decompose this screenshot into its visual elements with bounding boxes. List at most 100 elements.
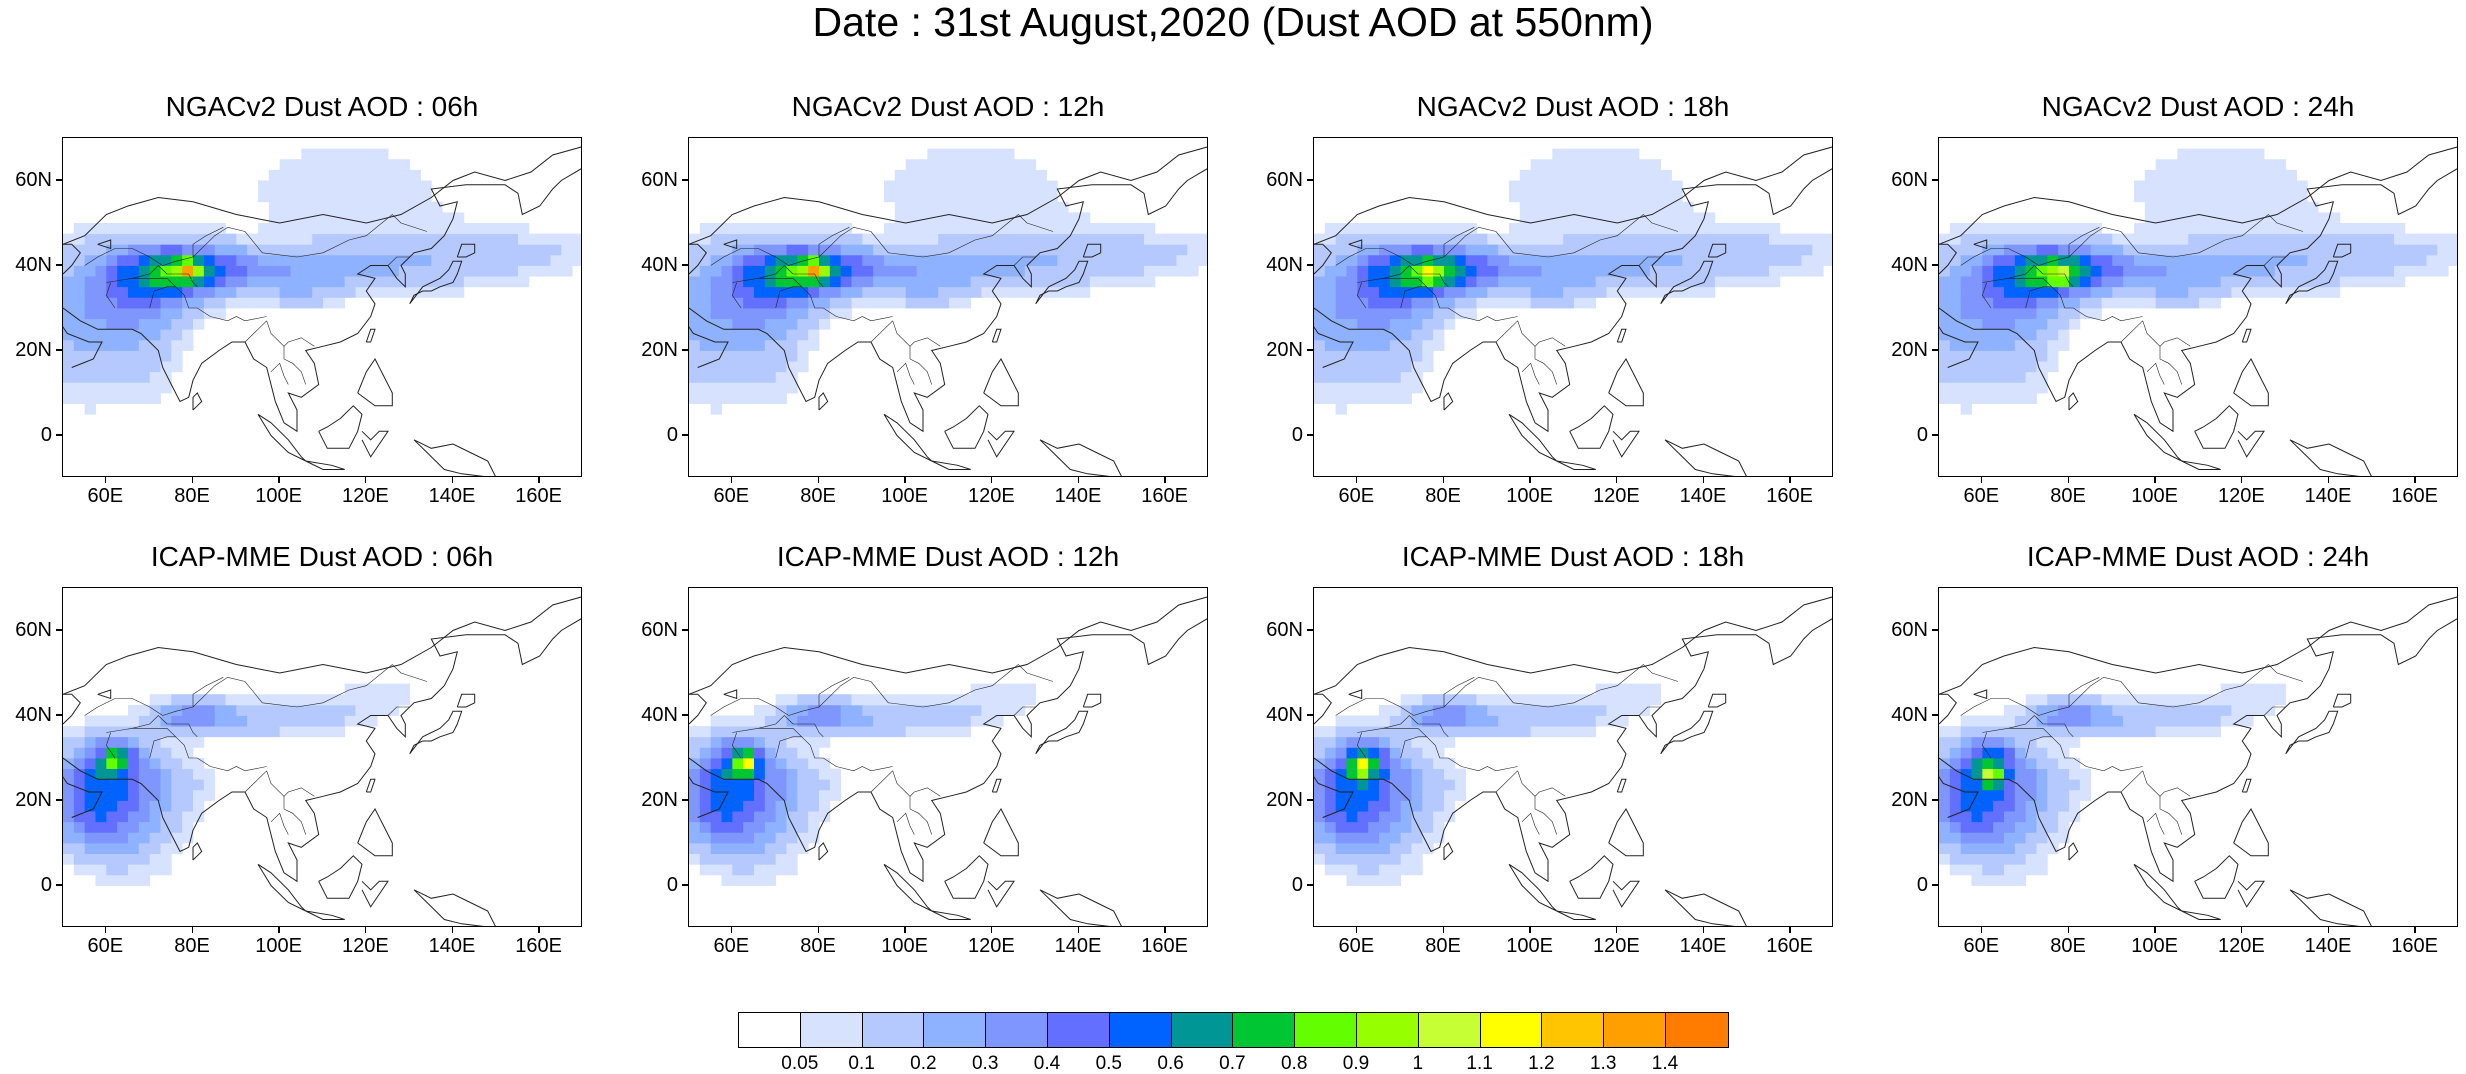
- aod-cell: [1971, 832, 1983, 844]
- aod-cell: [2242, 286, 2254, 298]
- aod-cell: [160, 704, 172, 716]
- aod-cell: [1993, 779, 2005, 791]
- aod-cell: [2155, 715, 2167, 727]
- aod-cell: [1960, 297, 1972, 309]
- aod-cell: [2014, 371, 2027, 383]
- aod-cell: [333, 223, 346, 235]
- aod-cell: [95, 371, 107, 383]
- aod-cell: [1714, 233, 1727, 245]
- aod-cell: [1454, 244, 1467, 256]
- aod-cell: [2101, 233, 2113, 245]
- aod-cell: [463, 276, 476, 288]
- coastline: [1314, 596, 1832, 695]
- aod-cell: [193, 779, 205, 791]
- aod-cell: [1433, 736, 1445, 748]
- aod-cell: [171, 779, 183, 791]
- aod-cell: [2112, 694, 2124, 706]
- aod-cell: [1346, 874, 1358, 886]
- aod-cell: [1949, 244, 1962, 256]
- aod-cell: [1379, 789, 1391, 801]
- aod-cell: [1014, 212, 1026, 224]
- aod-cell: [2339, 223, 2352, 235]
- aod-cell: [1823, 254, 1832, 266]
- aod-cell: [894, 694, 907, 706]
- aod-cell: [1584, 233, 1597, 245]
- aod-cell: [927, 254, 939, 266]
- aod-cell: [851, 694, 863, 706]
- aod-cell: [1982, 297, 1994, 309]
- aod-cell: [214, 286, 226, 298]
- aod-cell: [2004, 779, 2016, 791]
- coastline: [2233, 808, 2269, 857]
- aod-cell: [699, 726, 712, 738]
- aod-cell: [73, 265, 86, 277]
- aod-cell: [1552, 159, 1564, 171]
- aod-cell: [1079, 233, 1091, 245]
- aod-cell: [258, 265, 270, 277]
- aod-cell: [808, 265, 820, 277]
- aod-cell: [2274, 201, 2287, 213]
- colorbar-label: 0.6: [1157, 1053, 1184, 1074]
- aod-cell: [463, 233, 476, 245]
- lon-tick-label: 120E: [967, 485, 1015, 507]
- coastline: [413, 889, 496, 926]
- aod-cell: [1982, 393, 1994, 405]
- aod-cell: [1993, 297, 2005, 309]
- aod-cell: [949, 254, 961, 266]
- aod-cell: [1324, 254, 1337, 266]
- lon-tick-label: 100E: [2131, 485, 2179, 507]
- aod-cell: [1346, 789, 1358, 801]
- aod-cell: [1498, 726, 1510, 738]
- aod-cell: [138, 361, 151, 373]
- aod-cell: [1509, 223, 1521, 235]
- aod-cell: [171, 265, 183, 277]
- aod-cell: [2166, 180, 2178, 192]
- aod-cell: [388, 212, 400, 224]
- aod-cell: [106, 789, 118, 801]
- aod-cell: [2199, 148, 2211, 160]
- aod-cell: [2014, 223, 2027, 235]
- aod-cell: [1960, 864, 1972, 876]
- aod-cell: [721, 371, 733, 383]
- aod-cell: [2231, 223, 2243, 235]
- aod-cell: [2058, 254, 2070, 266]
- aod-cell: [203, 276, 216, 288]
- aod-cell: [981, 233, 993, 245]
- aod-cell: [312, 297, 324, 309]
- aod-cell: [754, 789, 766, 801]
- aod-cell: [84, 286, 96, 298]
- aod-cell: [721, 318, 733, 330]
- aod-cell: [2177, 694, 2189, 706]
- aod-cell: [959, 148, 972, 160]
- aod-cell: [1154, 254, 1167, 266]
- aod-cell: [970, 704, 982, 716]
- aod-cell: [689, 265, 701, 277]
- aod-cell: [1660, 233, 1672, 245]
- aod-cell: [1379, 339, 1391, 351]
- aod-cell: [1057, 276, 1069, 288]
- aod-cell: [1509, 297, 1521, 309]
- country-border: [758, 265, 794, 279]
- aod-cell: [1993, 874, 2005, 886]
- aod-cell: [2209, 223, 2222, 235]
- aod-cell: [927, 297, 939, 309]
- aod-cell: [754, 747, 766, 759]
- lon-tick-mark: [2327, 477, 2329, 483]
- aod-cell: [938, 715, 950, 727]
- aod-cell: [507, 233, 519, 245]
- aod-cell: [193, 223, 205, 235]
- aod-cell: [2199, 212, 2211, 224]
- aod-cell: [1949, 361, 1962, 373]
- aod-cell: [1476, 694, 1488, 706]
- aod-cell: [409, 223, 421, 235]
- aod-cell: [2014, 308, 2027, 320]
- aod-cell: [377, 286, 389, 298]
- aod-cell: [279, 212, 291, 224]
- aod-cell: [2188, 180, 2200, 192]
- aod-cell: [2155, 286, 2167, 298]
- coastline: [2181, 910, 2221, 920]
- aod-cell: [1433, 832, 1445, 844]
- aod-cell: [138, 843, 151, 855]
- aod-cell: [927, 169, 939, 181]
- aod-cell: [290, 704, 302, 716]
